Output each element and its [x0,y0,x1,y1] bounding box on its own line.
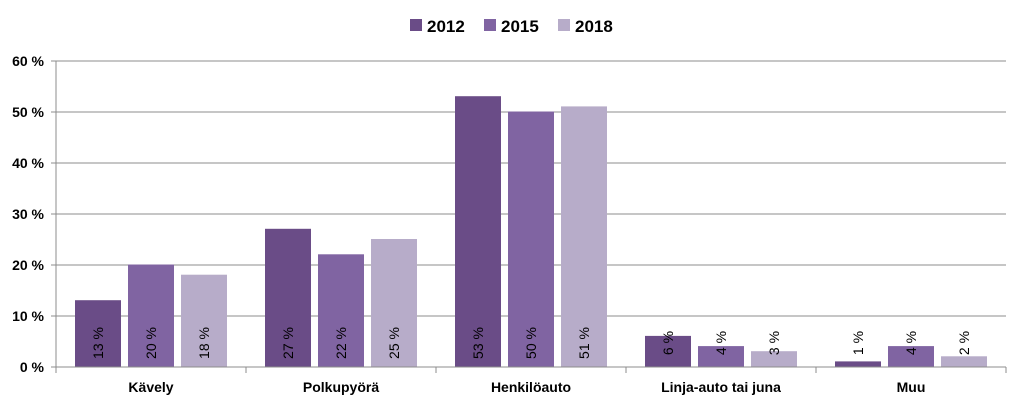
y-tick-label: 60 % [12,53,44,69]
data-label: 27 % [280,327,296,359]
bar [561,106,607,368]
y-tick-label: 50 % [12,104,44,120]
legend-swatch [558,19,570,31]
category-label: Linja-auto tai juna [661,379,781,395]
bar [371,239,417,368]
data-label: 51 % [576,327,592,359]
data-label: 6 % [660,331,676,355]
data-label: 50 % [523,327,539,359]
category-label: Muu [897,379,926,395]
x-axis: Kävely Polkupyörä Henkilöauto Linja-auto ta… [55,366,1007,395]
category-label: Henkilöauto [491,379,571,395]
legend: 2012 2015 2018 [410,17,613,36]
data-label: 25 % [386,327,402,359]
data-label: 1 % [850,331,866,355]
category-label: Polkupyörä [303,379,379,395]
y-tick-label: 30 % [12,206,44,222]
data-label: 4 % [713,331,729,355]
data-label: 3 % [766,331,782,355]
data-label: 4 % [903,331,919,355]
bars: 13 % 20 % 18 % 27 % 22 % 25 % 53 % 50 % 51 % 6 % 4… [75,96,987,368]
y-axis: 0 % 10 % 20 % 30 % 40 % 50 % 60 % [12,53,57,375]
bar [265,228,311,368]
data-label: 22 % [333,327,349,359]
bar [508,111,554,368]
data-label: 2 % [956,331,972,355]
bar [75,300,121,368]
bar [835,361,881,368]
category-label: Kävely [128,379,173,395]
legend-label: 2018 [575,17,613,36]
bar [181,274,227,368]
y-tick-label: 10 % [12,308,44,324]
y-tick-label: 0 % [20,359,45,375]
bar [455,96,501,368]
legend-label: 2012 [427,17,465,36]
data-label: 20 % [143,327,159,359]
legend-swatch [410,19,422,31]
bar [318,254,364,368]
data-label: 18 % [196,327,212,359]
data-label: 53 % [470,327,486,359]
bar [941,356,987,368]
bar [128,264,174,368]
data-label: 13 % [90,327,106,359]
y-tick-label: 40 % [12,155,44,171]
bar [645,335,691,368]
y-tick-label: 20 % [12,257,44,273]
legend-swatch [484,19,496,31]
legend-label: 2015 [501,17,539,36]
